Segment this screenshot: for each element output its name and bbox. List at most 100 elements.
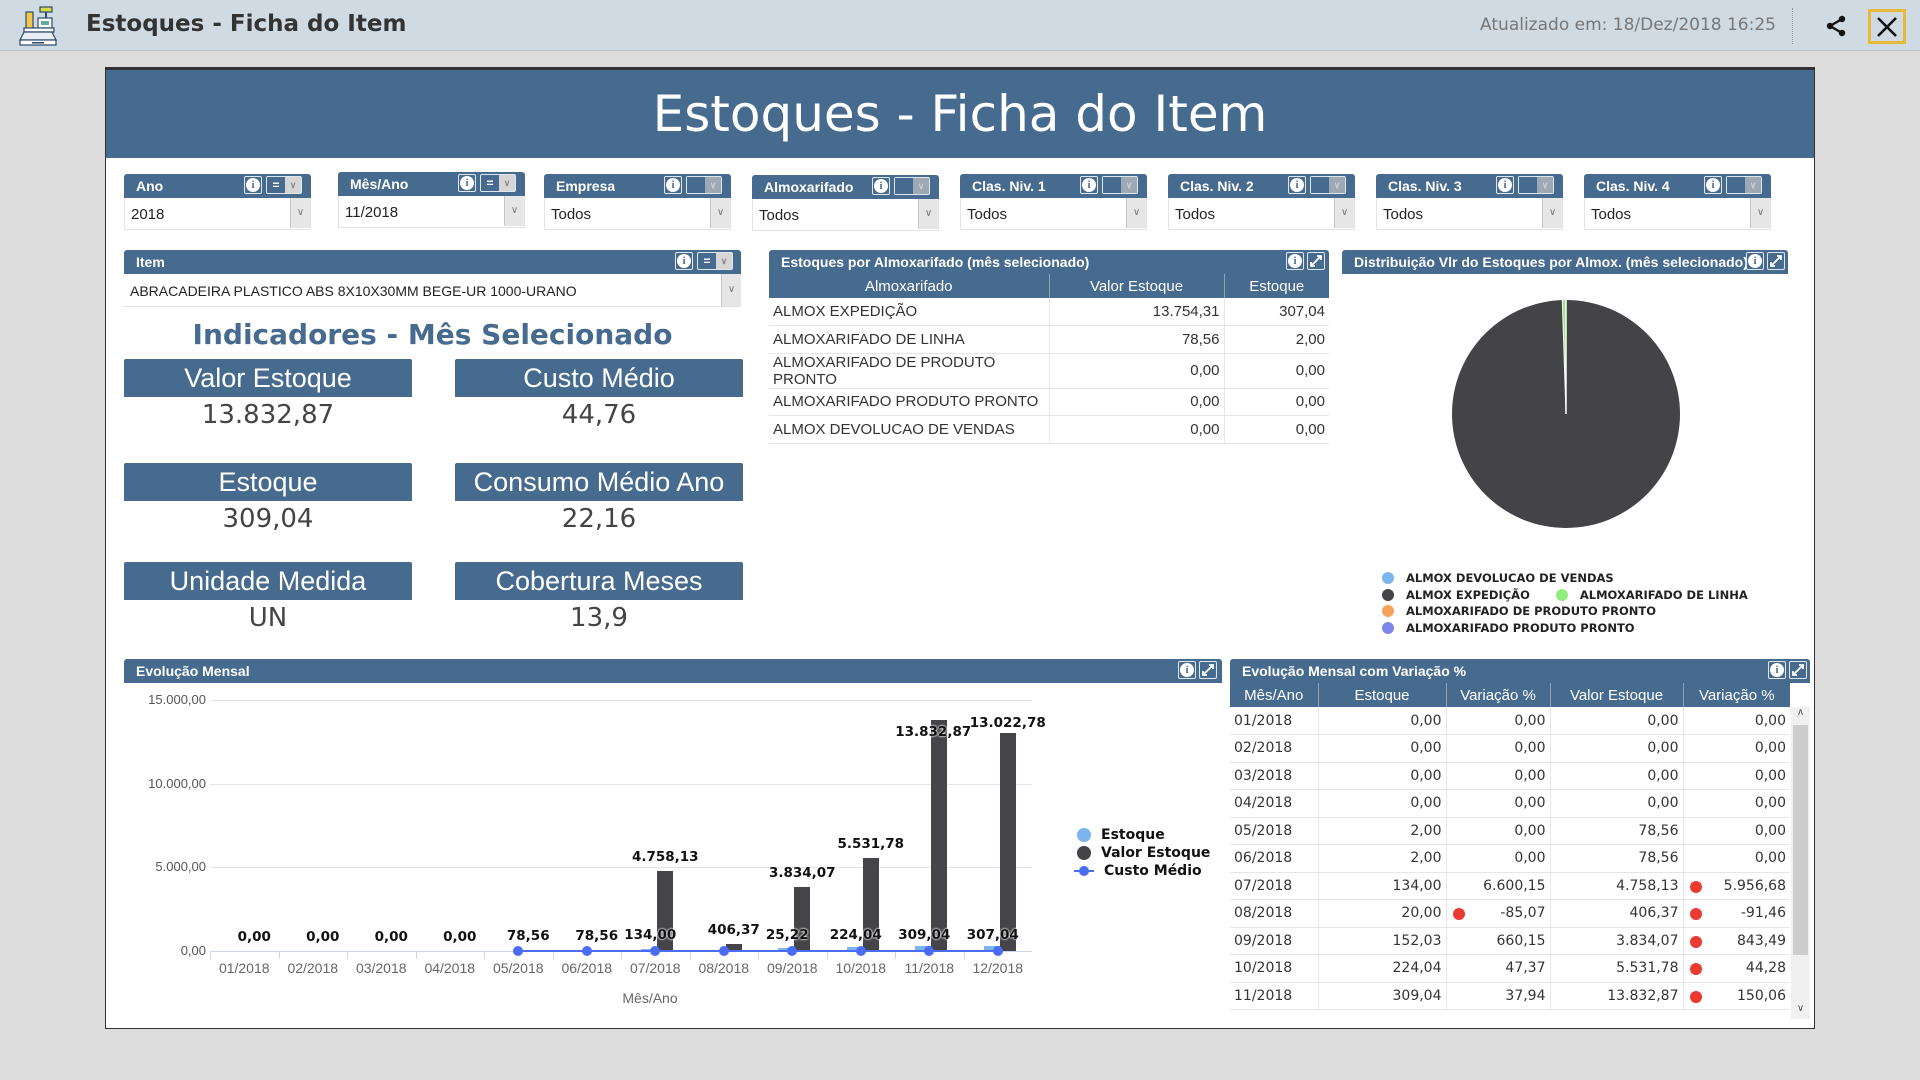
table-row[interactable]: 05/2018 2,00 0,00 78,56 0,00 — [1230, 817, 1790, 845]
table-row[interactable]: ALMOXARIFADO PRODUTO PRONTO 0,00 0,00 — [769, 388, 1329, 416]
bar-estoque[interactable] — [983, 945, 1000, 951]
column-header[interactable]: Variação % — [1445, 683, 1550, 707]
filter-ano[interactable]: Ano i = ∨ 2018 ∨ — [124, 174, 311, 232]
evolucao-chart[interactable]: 15.000,00 10.000,00 5.000,00 0,00 01/201… — [124, 683, 1222, 1019]
info-button[interactable]: i — [1746, 252, 1764, 270]
column-header[interactable]: Mês/Ano — [1230, 683, 1318, 707]
chevron-down-icon[interactable]: ∨ — [918, 199, 938, 229]
item-select[interactable]: ABRACADEIRA PLASTICO ABS 8X10X30MM BEGE-… — [124, 274, 741, 307]
legend-item[interactable]: Custo Médio — [1074, 862, 1210, 880]
filter-select[interactable]: Todos ∨ — [960, 198, 1147, 230]
table-row[interactable]: 03/2018 0,00 0,00 0,00 0,00 — [1230, 762, 1790, 790]
filter-select[interactable]: Todos ∨ — [1376, 198, 1563, 230]
bar-estoque[interactable] — [641, 948, 658, 951]
legend-item[interactable]: ALMOXARIFADO DE PRODUTO PRONTO — [1382, 603, 1748, 620]
filter-select[interactable]: 2018 ∨ — [124, 198, 311, 230]
table-row[interactable]: ALMOXARIFADO DE LINHA 78,56 2,00 — [769, 325, 1329, 354]
share-button[interactable] — [1820, 10, 1852, 42]
filter-mode-button[interactable]: ∨ — [1102, 176, 1138, 194]
bar-valor-estoque[interactable] — [862, 858, 879, 951]
table-row[interactable]: ALMOXARIFADO DE PRODUTO PRONTO 0,00 0,00 — [769, 353, 1329, 389]
bar-valor-estoque[interactable] — [794, 886, 811, 951]
table-row[interactable]: 01/2018 0,00 0,00 0,00 0,00 — [1230, 707, 1790, 735]
filter-select[interactable]: Todos ∨ — [752, 199, 939, 231]
info-button[interactable]: i — [244, 176, 262, 194]
column-header[interactable]: Estoque — [1317, 683, 1446, 707]
filter-mode-button[interactable]: ∨ — [1726, 176, 1762, 194]
info-button[interactable]: i — [872, 177, 890, 195]
info-button[interactable]: i — [1496, 176, 1514, 194]
chevron-down-icon[interactable]: ∨ — [290, 198, 310, 228]
filter-clas-niv-3[interactable]: Clas. Niv. 3 i ∨ Todos ∨ — [1376, 174, 1563, 232]
bar-estoque[interactable] — [778, 948, 795, 951]
chevron-down-icon[interactable]: ∨ — [721, 274, 741, 306]
info-button[interactable]: i — [1178, 661, 1196, 679]
filter-clas-niv-2[interactable]: Clas. Niv. 2 i ∨ Todos ∨ — [1168, 174, 1355, 232]
info-button[interactable]: i — [1704, 176, 1722, 194]
scrollbar[interactable]: ∧ ∨ — [1791, 707, 1810, 1019]
filter-mode-button[interactable]: = ∨ — [266, 176, 302, 194]
info-button[interactable]: i — [1288, 176, 1306, 194]
filter-select[interactable]: Todos ∨ — [1168, 198, 1355, 230]
filter-select[interactable]: Todos ∨ — [544, 198, 731, 230]
table-row[interactable]: 11/2018 309,04 37,94 13.832,87 150,06 — [1230, 982, 1790, 1010]
column-header[interactable]: Almoxarifado — [769, 274, 1049, 298]
chevron-down-icon[interactable]: ∨ — [1750, 198, 1770, 228]
filter-almoxarifado[interactable]: Almoxarifado i ∨ Todos ∨ — [752, 175, 939, 233]
table-row[interactable]: 09/2018 152,03 660,15 3.834,07 843,49 — [1230, 927, 1790, 955]
filter-select[interactable]: Todos ∨ — [1584, 198, 1771, 230]
table-row[interactable]: 02/2018 0,00 0,00 0,00 0,00 — [1230, 734, 1790, 763]
table-row[interactable]: ALMOX EXPEDIÇÃO 13.754,31 307,04 — [769, 298, 1329, 326]
legend-item[interactable]: ALMOX EXPEDIÇÃO ALMOXARIFADO DE LINHA — [1382, 587, 1748, 604]
expand-button[interactable] — [1199, 661, 1217, 679]
column-header[interactable]: Estoque — [1223, 274, 1329, 298]
bar-valor-estoque[interactable] — [725, 944, 742, 951]
column-header[interactable]: Variação % — [1682, 683, 1790, 707]
filter-mes-ano[interactable]: Mês/Ano i = ∨ 11/2018 ∨ — [338, 172, 525, 230]
pie-chart[interactable] — [1450, 298, 1682, 530]
expand-button[interactable] — [1767, 252, 1785, 270]
legend-item[interactable]: Estoque — [1074, 826, 1210, 844]
column-header[interactable]: Valor Estoque — [1549, 683, 1683, 707]
chevron-down-icon[interactable]: ∨ — [504, 196, 524, 226]
scrollbar-thumb[interactable] — [1793, 725, 1808, 955]
bar-valor-estoque[interactable] — [657, 871, 674, 951]
info-button[interactable]: i — [1286, 252, 1304, 270]
table-row[interactable]: 07/2018 134,00 6.600,15 4.758,13 5.956,68 — [1230, 872, 1790, 900]
info-button[interactable]: i — [458, 174, 476, 192]
custo-medio-point[interactable] — [992, 946, 1003, 956]
filter-mode-button[interactable]: = ∨ — [480, 174, 516, 192]
close-button[interactable] — [1868, 9, 1906, 44]
filter-mode-button[interactable]: ∨ — [1518, 176, 1554, 194]
filter-mode-button[interactable]: ∨ — [1310, 176, 1346, 194]
filter-mode-button[interactable]: ∨ — [686, 176, 722, 194]
chevron-down-icon[interactable]: ∨ — [1126, 198, 1146, 228]
info-button[interactable]: i — [1080, 176, 1098, 194]
bar-estoque[interactable] — [846, 947, 863, 951]
bar-valor-estoque[interactable] — [999, 733, 1016, 951]
bar-valor-estoque[interactable] — [931, 719, 948, 951]
info-button[interactable]: i — [675, 252, 693, 270]
filter-mode-button[interactable]: ∨ — [894, 177, 930, 195]
expand-button[interactable] — [1307, 252, 1325, 270]
chevron-down-icon[interactable]: ∨ — [1796, 1003, 1805, 1014]
chevron-up-icon[interactable]: ∧ — [1796, 707, 1805, 718]
table-row[interactable]: 04/2018 0,00 0,00 0,00 0,00 — [1230, 789, 1790, 818]
filter-clas-niv-4[interactable]: Clas. Niv. 4 i ∨ Todos ∨ — [1584, 174, 1771, 232]
expand-button[interactable] — [1789, 661, 1807, 679]
table-row[interactable]: 08/2018 20,00 -85,07 406,37 -91,46 — [1230, 899, 1790, 928]
info-button[interactable]: i — [1768, 661, 1786, 679]
filter-item[interactable]: Item i = ∨ ABRACADEIRA PLASTICO ABS 8X10X… — [124, 250, 741, 308]
table-row[interactable]: 06/2018 2,00 0,00 78,56 0,00 — [1230, 844, 1790, 873]
legend-item[interactable]: ALMOX DEVOLUCAO DE VENDAS — [1382, 570, 1748, 587]
chevron-down-icon[interactable]: ∨ — [710, 198, 730, 228]
legend-item[interactable]: Valor Estoque — [1074, 844, 1210, 862]
bar-estoque[interactable] — [915, 945, 932, 951]
info-button[interactable]: i — [664, 176, 682, 194]
filter-clas-niv-1[interactable]: Clas. Niv. 1 i ∨ Todos ∨ — [960, 174, 1147, 232]
filter-mode-button[interactable]: = ∨ — [697, 252, 733, 270]
filter-empresa[interactable]: Empresa i ∨ Todos ∨ — [544, 174, 731, 232]
table-row[interactable]: ALMOX DEVOLUCAO DE VENDAS 0,00 0,00 — [769, 415, 1329, 444]
chevron-down-icon[interactable]: ∨ — [1334, 198, 1354, 228]
column-header[interactable]: Valor Estoque — [1048, 274, 1224, 298]
